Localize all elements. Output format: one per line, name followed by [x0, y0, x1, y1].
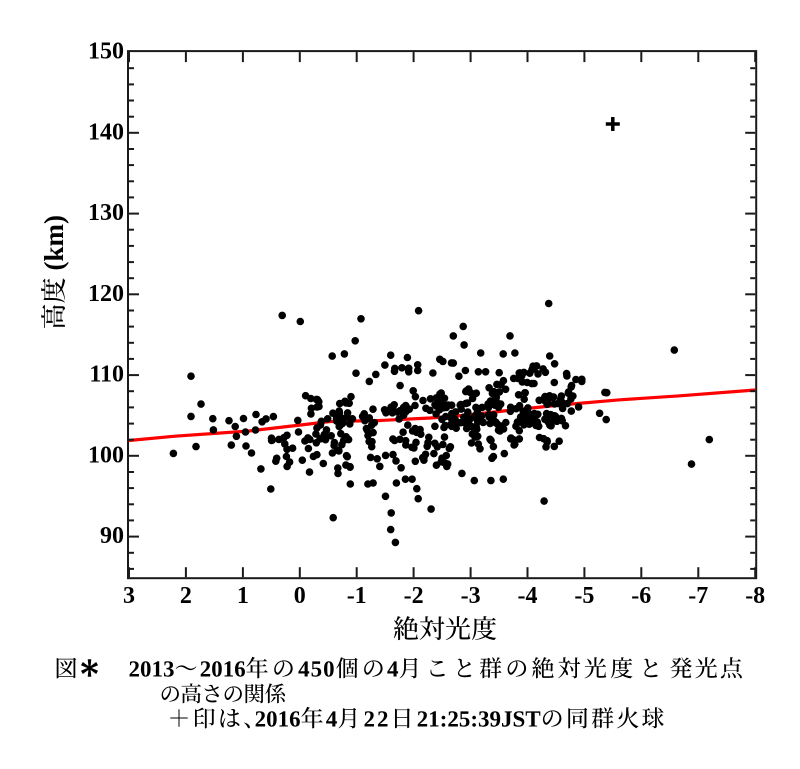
svg-text:130: 130: [88, 200, 124, 226]
svg-text:90: 90: [100, 523, 124, 549]
svg-text:1: 1: [237, 583, 249, 609]
svg-text:-4: -4: [518, 583, 538, 609]
svg-text:0: 0: [294, 583, 306, 609]
svg-text:-7: -7: [688, 583, 708, 609]
svg-text:-3: -3: [461, 583, 481, 609]
svg-text:100: 100: [88, 442, 124, 468]
svg-text:-1: -1: [347, 583, 367, 609]
svg-text:3: 3: [123, 583, 135, 609]
svg-text:(km): (km): [39, 215, 69, 271]
svg-text:110: 110: [89, 362, 124, 388]
svg-text:-5: -5: [574, 583, 594, 609]
svg-text:2: 2: [180, 583, 192, 609]
svg-text:-6: -6: [631, 583, 651, 609]
svg-text:140: 140: [88, 119, 124, 145]
svg-text:-8: -8: [745, 583, 765, 609]
svg-text:150: 150: [88, 39, 124, 65]
svg-text:120: 120: [88, 281, 124, 307]
svg-text:-2: -2: [404, 583, 424, 609]
